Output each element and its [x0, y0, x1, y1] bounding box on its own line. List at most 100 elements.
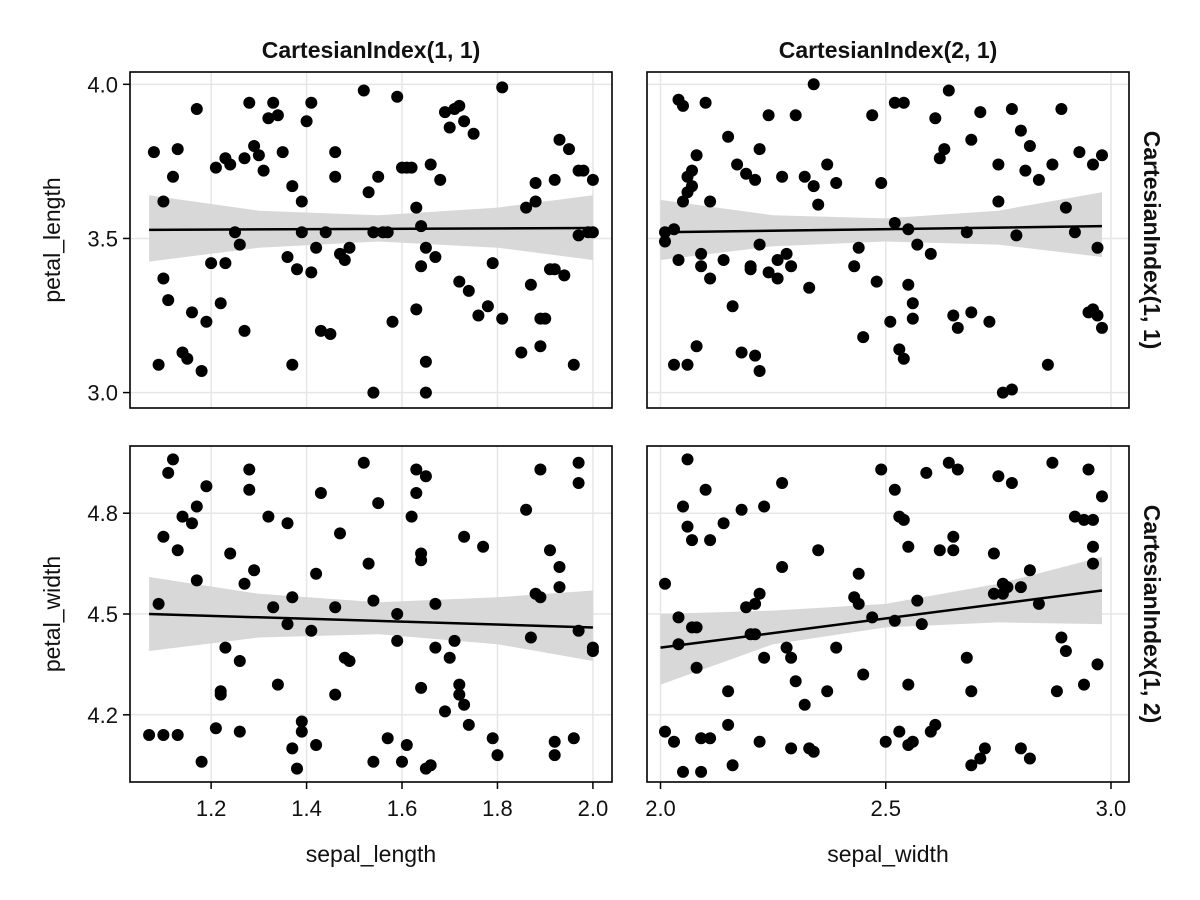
scatter-point [1096, 490, 1108, 503]
scatter-point [157, 195, 170, 208]
scatter-point [219, 257, 232, 270]
regression-line [660, 224, 1102, 234]
y-tick-label: 4.8 [87, 501, 118, 526]
scatter-point [572, 229, 585, 242]
confidence-band [149, 577, 593, 661]
scatter-point [974, 752, 987, 765]
scatter-point [681, 453, 694, 466]
scatter-point [310, 567, 323, 580]
scatter-point [343, 241, 356, 254]
scatter-point [1014, 581, 1027, 594]
scatter-point [672, 254, 685, 266]
scatter-point [233, 725, 246, 738]
scatter-point [491, 749, 504, 762]
scatter-point [233, 655, 246, 667]
x-tick-label: 2.0 [645, 796, 676, 821]
scatter-point [152, 358, 165, 371]
scatter-point [200, 315, 213, 328]
scatter-point [496, 81, 509, 94]
scatter-point [681, 520, 694, 533]
scatter-point [753, 365, 766, 377]
scatter-point [443, 651, 456, 664]
panel-bottom-left: sepal_length petal_width 4.24.54.8 1.2 1.… [39, 445, 613, 867]
scatter-point [286, 591, 299, 604]
scatter-point [1096, 321, 1108, 334]
scatter-point [367, 594, 380, 607]
scatter-point [906, 297, 919, 310]
scatter-point [758, 651, 771, 664]
scatter-point [933, 544, 946, 557]
scatter-point [224, 547, 237, 560]
scatter-point [257, 164, 270, 177]
scatter-point [181, 352, 194, 365]
scatter-point [262, 510, 275, 523]
scatter-point [1001, 581, 1014, 594]
scatter-point [539, 312, 552, 325]
scatter-point [1046, 158, 1059, 171]
scatter-point [695, 247, 708, 260]
scatter-point [771, 254, 784, 266]
scatter-point [572, 456, 585, 469]
scatter-point [911, 238, 924, 251]
scatter-point [453, 688, 466, 701]
scatter-point [1091, 309, 1104, 322]
scatter-point [429, 597, 442, 610]
scatter-point [690, 621, 703, 634]
scatter-point [875, 463, 888, 476]
panel-top-left: CartesianIndex(1, 1) petal_length 3.0 3.5… [39, 37, 613, 409]
scatter-point [415, 220, 428, 233]
scatter-point [1023, 564, 1036, 577]
scatter-point [496, 312, 509, 325]
scatter-point [960, 651, 973, 664]
panel-top-right: CartesianIndex(2, 1) CartesianIndex(1, 1… [646, 37, 1165, 409]
scatter-point [1087, 513, 1099, 526]
scatter-point [567, 358, 580, 371]
scatter-point [147, 146, 160, 159]
scatter-point [367, 386, 380, 399]
scatter-point [310, 241, 323, 254]
scatter-point [362, 557, 375, 570]
scatter-point [722, 718, 735, 731]
scatter-point [481, 300, 494, 313]
scatter-point [329, 146, 342, 159]
scatter-point [1023, 140, 1036, 152]
scatter-point [686, 180, 698, 193]
scatter-point [735, 346, 748, 359]
scatter-point [424, 759, 437, 772]
scatter-point [704, 272, 717, 285]
scatter-point [453, 99, 466, 112]
scatter-point [424, 158, 437, 171]
scatter-point [857, 331, 870, 344]
scatter-point [992, 195, 1005, 208]
scatter-point [367, 755, 380, 768]
scatter-point [1019, 164, 1032, 177]
regression-line [149, 226, 593, 232]
scatter-point [848, 260, 861, 273]
y-tick-label: 4.0 [87, 72, 118, 97]
scatter-point [1041, 358, 1054, 371]
scatter-point [458, 698, 471, 711]
scatter-point [866, 109, 879, 122]
scatter-point [852, 597, 865, 610]
scatter-point [439, 106, 451, 119]
scatter-point [740, 601, 753, 614]
scatter-point [276, 146, 289, 159]
scatter-point [677, 765, 689, 778]
scatter-point [897, 352, 910, 365]
scatter-point [243, 463, 256, 476]
scatter-point [726, 759, 739, 772]
scatter-point [677, 500, 689, 513]
scatter-point [911, 594, 924, 607]
scatter-point [252, 149, 265, 162]
scatter-point [329, 688, 342, 701]
scatter-point [548, 749, 561, 762]
scatter-point [758, 500, 771, 513]
scatter-point [992, 470, 1005, 483]
scatter-point [1091, 658, 1104, 671]
scatter-point [410, 201, 423, 214]
scatter-point [1005, 103, 1018, 115]
panel-title: CartesianIndex(2, 1) [779, 37, 998, 63]
scatter-point [893, 343, 906, 356]
scatter-point [419, 241, 432, 254]
